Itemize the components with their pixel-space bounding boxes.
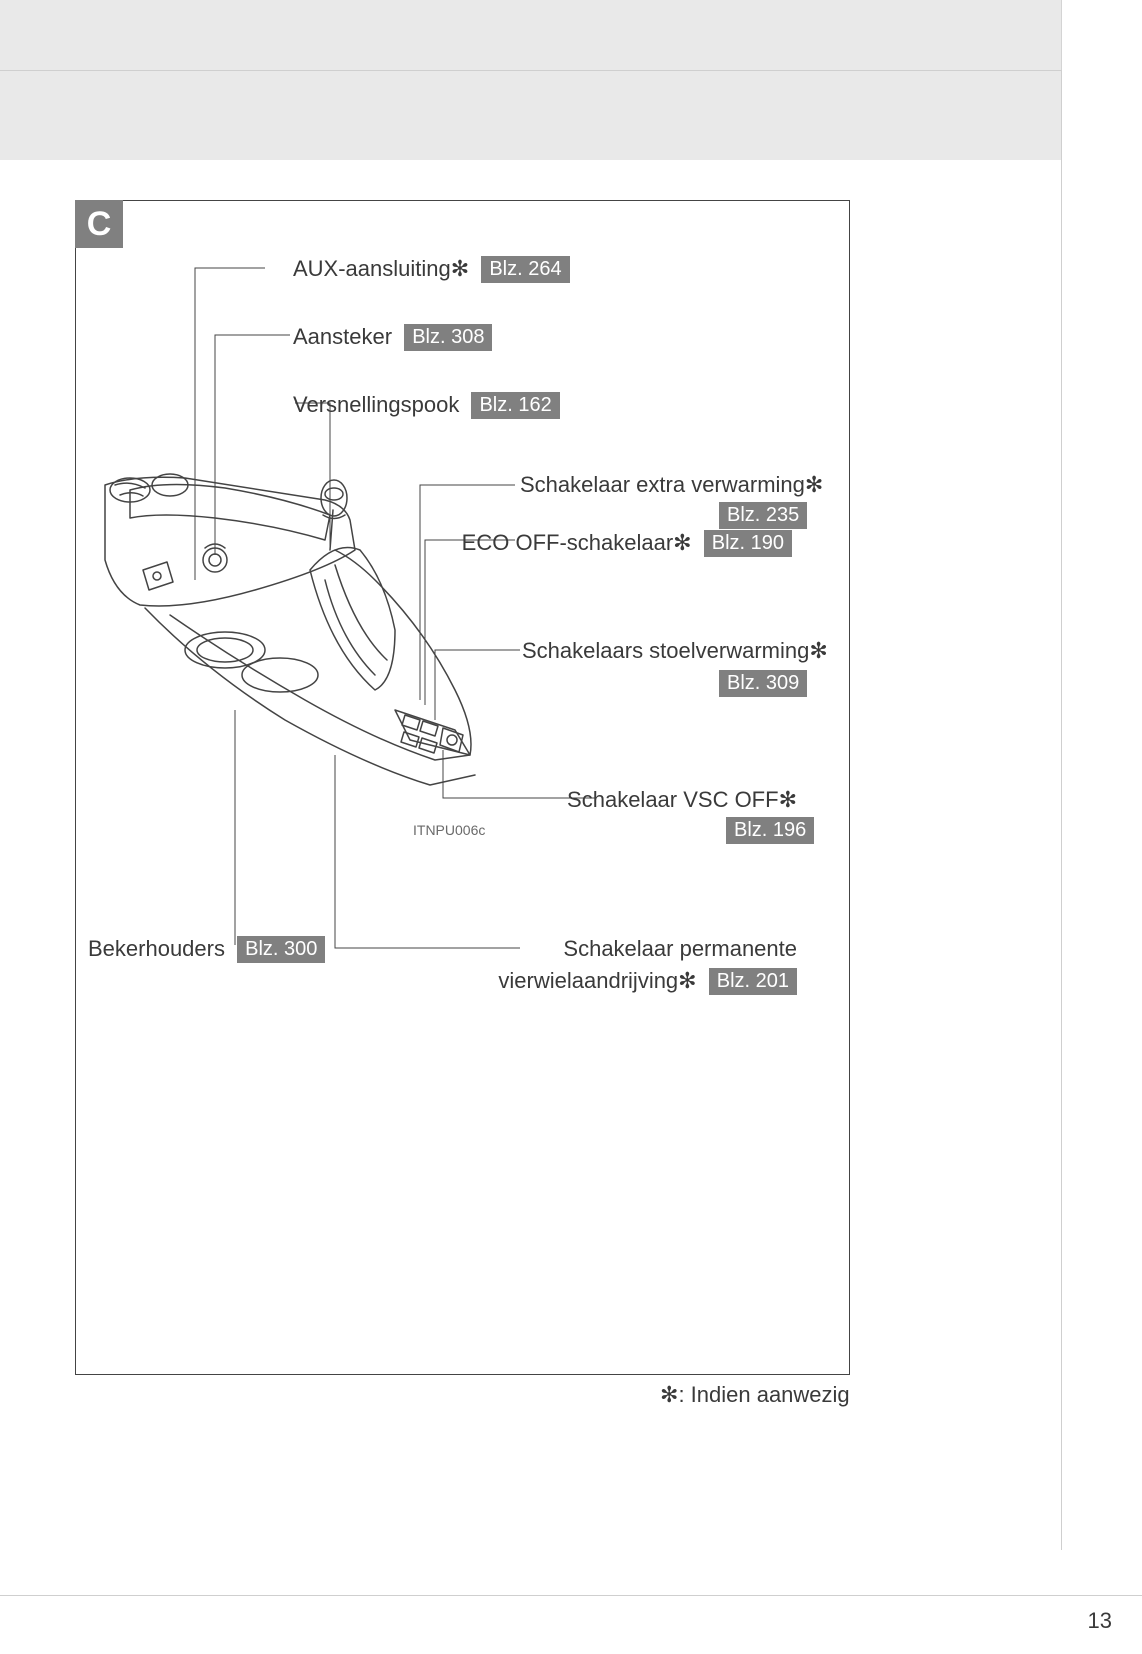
label-gear: Versnellingspook Blz. 162 <box>293 392 560 419</box>
label-eco-text: ECO OFF-schakelaar <box>462 530 674 555</box>
footnote-text: : Indien aanwezig <box>678 1382 849 1407</box>
label-vsc-text: Schakelaar VSC OFF <box>567 787 779 812</box>
label-heater-text: Schakelaar extra verwarming <box>520 472 805 497</box>
asterisk-icon: ✻ <box>805 472 823 497</box>
ref-badge: Blz. 201 <box>709 968 797 995</box>
asterisk-icon: ✻ <box>809 638 827 663</box>
ref-badge: Blz. 300 <box>237 936 325 963</box>
page-number: 13 <box>1088 1608 1112 1634</box>
label-gear-text: Versnellingspook <box>293 392 459 417</box>
ref-badge: Blz. 235 <box>719 502 807 529</box>
ref-badge: Blz. 308 <box>404 324 492 351</box>
asterisk-icon: ✻ <box>660 1382 678 1407</box>
asterisk-icon: ✻ <box>779 787 797 812</box>
label-aux-text: AUX-aansluiting <box>293 256 451 281</box>
ref-badge: Blz. 196 <box>726 817 814 844</box>
page: C <box>0 0 1142 1654</box>
asterisk-icon: ✻ <box>678 968 696 993</box>
label-eco: ECO OFF-schakelaar✻ Blz. 190 <box>462 530 792 557</box>
label-awd-line1: Schakelaar permanente <box>563 936 797 962</box>
label-heater: Schakelaar extra verwarming✻ <box>520 472 823 498</box>
label-aux: AUX-aansluiting✻ Blz. 264 <box>293 256 570 283</box>
asterisk-icon: ✻ <box>673 530 691 555</box>
label-cup-text: Bekerhouders <box>88 936 225 961</box>
ref-badge: Blz. 309 <box>719 670 807 697</box>
image-code: ITNPU006c <box>413 822 485 838</box>
label-lighter-text: Aansteker <box>293 324 392 349</box>
section-marker: C <box>75 200 123 248</box>
ref-badge: Blz. 162 <box>471 392 559 419</box>
label-awd-line2: vierwielaandrijving✻ Blz. 201 <box>498 968 797 995</box>
label-seatheat-text: Schakelaars stoelverwarming <box>522 638 809 663</box>
label-cup: Bekerhouders Blz. 300 <box>88 936 325 963</box>
label-awd-text1: Schakelaar permanente <box>563 936 797 961</box>
label-seatheat: Schakelaars stoelverwarming✻ <box>522 638 828 664</box>
footer-rule <box>0 1595 1142 1596</box>
label-lighter: Aansteker Blz. 308 <box>293 324 492 351</box>
label-awd-text2: vierwielaandrijving <box>498 968 678 993</box>
footnote: ✻: Indien aanwezig <box>660 1382 850 1408</box>
ref-badge: Blz. 190 <box>704 530 792 557</box>
asterisk-icon: ✻ <box>451 256 469 281</box>
ref-badge: Blz. 264 <box>481 256 569 283</box>
label-vsc: Schakelaar VSC OFF✻ <box>567 787 797 813</box>
